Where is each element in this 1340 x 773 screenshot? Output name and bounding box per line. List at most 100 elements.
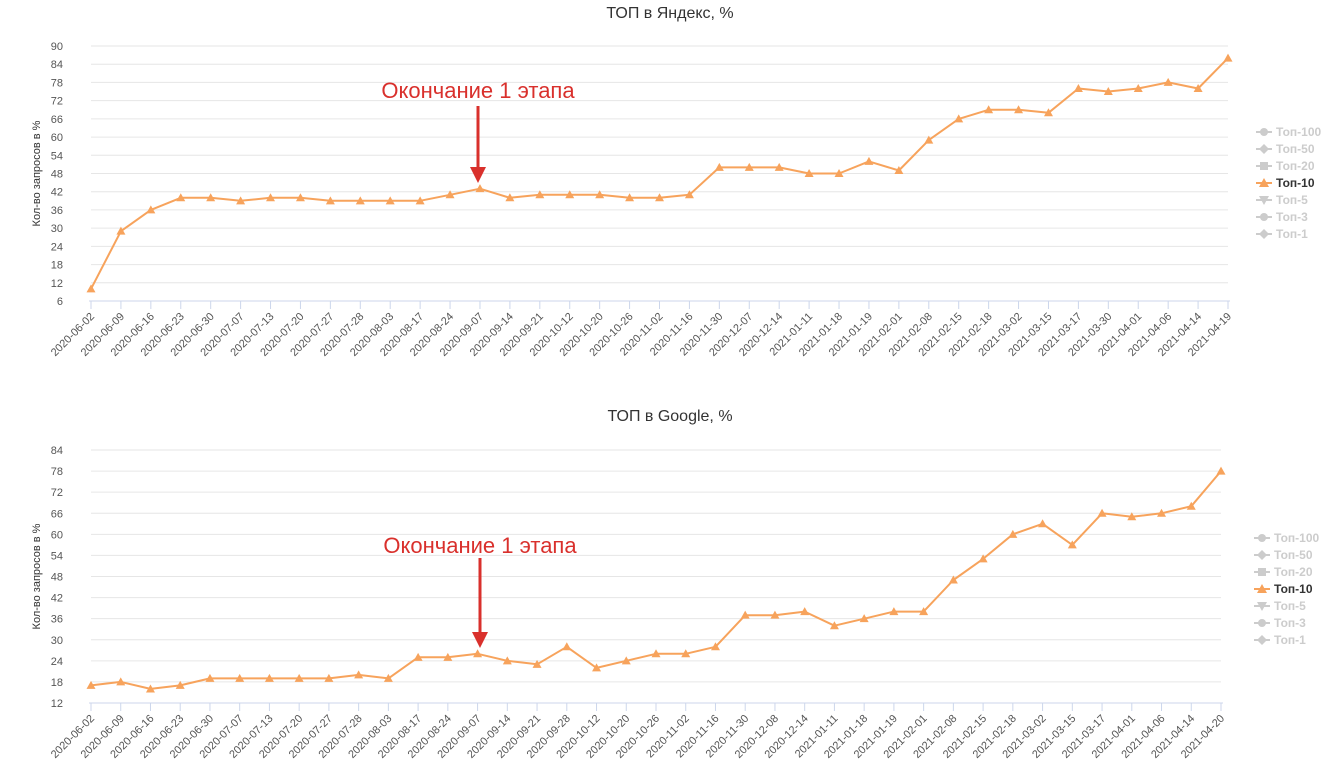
data-point[interactable] <box>834 169 844 177</box>
data-point[interactable] <box>443 652 453 661</box>
data-point[interactable] <box>325 196 335 205</box>
data-point[interactable] <box>206 193 216 202</box>
data-point[interactable] <box>1073 84 1083 92</box>
data-point[interactable] <box>984 105 994 114</box>
data-point[interactable] <box>1157 508 1167 517</box>
data-point[interactable] <box>505 193 515 202</box>
data-point[interactable] <box>804 169 814 177</box>
legend-item[interactable]: Топ-20 <box>1254 565 1313 579</box>
data-point[interactable] <box>145 684 155 693</box>
legend-marker-icon[interactable] <box>1259 144 1269 154</box>
legend-item[interactable]: Топ-5 <box>1254 599 1306 613</box>
legend-item[interactable]: Топ-100 <box>1256 125 1321 139</box>
legend-item[interactable]: Топ-100 <box>1254 531 1319 545</box>
data-point[interactable] <box>445 190 455 199</box>
data-point[interactable] <box>205 673 215 682</box>
data-point[interactable] <box>266 193 276 202</box>
data-point[interactable] <box>473 649 483 658</box>
data-point[interactable] <box>86 680 96 689</box>
data-point[interactable] <box>354 670 364 679</box>
data-point[interactable] <box>1097 508 1107 517</box>
data-point[interactable] <box>146 205 156 214</box>
data-point[interactable] <box>1186 501 1196 510</box>
legend-marker-icon[interactable] <box>1258 619 1266 627</box>
data-point[interactable] <box>176 193 186 202</box>
legend-marker-icon[interactable] <box>1259 178 1269 187</box>
data-point[interactable] <box>1127 512 1137 521</box>
data-point[interactable] <box>1038 519 1048 528</box>
legend-marker-icon[interactable] <box>1257 602 1267 611</box>
legend-item[interactable]: Топ-3 <box>1256 210 1308 224</box>
data-point[interactable] <box>294 673 304 682</box>
legend-marker-icon[interactable] <box>1257 550 1267 560</box>
data-point[interactable] <box>413 652 423 661</box>
data-point[interactable] <box>625 193 635 202</box>
data-point[interactable] <box>592 663 602 672</box>
data-point[interactable] <box>948 575 958 584</box>
data-point[interactable] <box>954 114 964 123</box>
data-point[interactable] <box>1163 77 1173 86</box>
data-point[interactable] <box>655 193 664 202</box>
data-point[interactable] <box>774 162 784 171</box>
data-point[interactable] <box>383 673 393 682</box>
data-point[interactable] <box>86 284 96 293</box>
data-point[interactable] <box>1216 466 1226 475</box>
legend-item[interactable]: Топ-50 <box>1256 142 1315 156</box>
legend-marker-icon[interactable] <box>1260 162 1268 170</box>
data-point[interactable] <box>355 196 365 205</box>
legend-item[interactable]: Топ-1 <box>1254 633 1306 647</box>
data-point[interactable] <box>924 135 934 144</box>
data-point[interactable] <box>829 621 839 630</box>
legend-marker-icon[interactable] <box>1258 534 1266 542</box>
legend-item[interactable]: Топ-10 <box>1256 176 1315 190</box>
legend-marker-icon[interactable] <box>1259 229 1269 239</box>
data-point[interactable] <box>919 607 929 616</box>
data-point[interactable] <box>714 162 724 171</box>
data-point[interactable] <box>740 610 750 619</box>
data-point[interactable] <box>295 193 305 202</box>
data-point[interactable] <box>1223 53 1233 62</box>
data-point[interactable] <box>800 607 810 616</box>
data-point[interactable] <box>684 190 694 199</box>
data-point[interactable] <box>744 162 754 171</box>
data-point[interactable] <box>859 614 869 623</box>
data-point[interactable] <box>1014 105 1024 114</box>
data-point[interactable] <box>1067 540 1077 549</box>
data-point[interactable] <box>175 680 185 689</box>
data-point[interactable] <box>978 554 988 563</box>
legend-item[interactable]: Топ-10 <box>1254 582 1313 596</box>
data-point[interactable] <box>681 649 691 658</box>
legend-marker-icon[interactable] <box>1259 196 1269 205</box>
data-point[interactable] <box>1193 84 1203 92</box>
legend-item[interactable]: Топ-1 <box>1256 227 1308 241</box>
data-point[interactable] <box>502 656 512 665</box>
data-point[interactable] <box>236 196 246 205</box>
data-point[interactable] <box>1103 87 1113 96</box>
legend-item[interactable]: Топ-50 <box>1254 548 1313 562</box>
data-point[interactable] <box>324 673 334 682</box>
data-point[interactable] <box>1133 84 1143 92</box>
data-point[interactable] <box>475 184 485 193</box>
legend-marker-icon[interactable] <box>1257 635 1267 645</box>
data-point[interactable] <box>565 190 575 199</box>
data-point[interactable] <box>532 659 542 668</box>
data-point[interactable] <box>235 673 245 682</box>
legend-marker-icon[interactable] <box>1260 213 1268 221</box>
data-point[interactable] <box>651 649 661 658</box>
data-point[interactable] <box>1008 529 1018 538</box>
data-point[interactable] <box>116 677 126 686</box>
legend-item[interactable]: Топ-3 <box>1254 616 1306 630</box>
data-point[interactable] <box>770 610 780 619</box>
data-point[interactable] <box>595 190 605 199</box>
data-point[interactable] <box>864 156 874 165</box>
data-point[interactable] <box>562 642 572 651</box>
legend-marker-icon[interactable] <box>1258 568 1266 576</box>
data-point[interactable] <box>116 226 126 235</box>
data-point[interactable] <box>415 196 425 205</box>
data-point[interactable] <box>1043 108 1053 117</box>
data-point[interactable] <box>894 165 904 174</box>
data-point[interactable] <box>889 607 899 616</box>
legend-marker-icon[interactable] <box>1260 128 1268 136</box>
data-point[interactable] <box>264 673 274 682</box>
legend-marker-icon[interactable] <box>1257 584 1267 593</box>
